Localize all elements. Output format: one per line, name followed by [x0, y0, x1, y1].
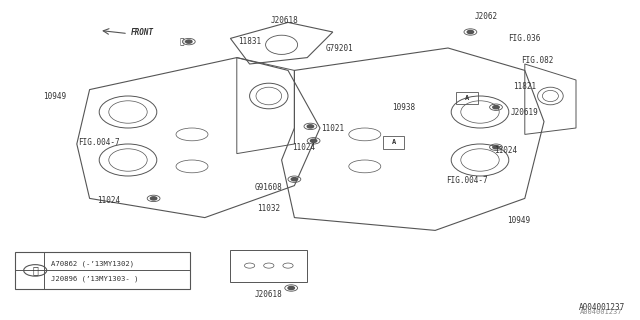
Text: A: A — [465, 95, 469, 100]
Text: ①: ① — [32, 265, 38, 276]
Text: 11024: 11024 — [292, 143, 316, 152]
Circle shape — [493, 106, 499, 109]
Text: G79201: G79201 — [325, 44, 353, 52]
Circle shape — [150, 197, 157, 200]
Circle shape — [291, 178, 298, 181]
Text: 10949: 10949 — [43, 92, 66, 100]
Text: A004001237: A004001237 — [580, 309, 623, 315]
Text: FIG.004-7: FIG.004-7 — [78, 138, 120, 147]
Text: FIG.082: FIG.082 — [522, 56, 554, 65]
Circle shape — [493, 146, 499, 149]
Text: FIG.036: FIG.036 — [509, 34, 541, 43]
Text: 11032: 11032 — [257, 204, 280, 212]
Text: A004001237: A004001237 — [579, 303, 625, 312]
Text: A70862 (-’13MY1302): A70862 (-’13MY1302) — [51, 261, 134, 267]
Circle shape — [307, 125, 314, 128]
Text: J20618: J20618 — [271, 16, 299, 25]
Text: 11821: 11821 — [513, 82, 536, 91]
Text: 11021: 11021 — [321, 124, 344, 132]
Text: J2062: J2062 — [475, 12, 498, 20]
Text: A: A — [392, 140, 396, 145]
Text: FRONT: FRONT — [131, 28, 154, 37]
Circle shape — [288, 286, 294, 290]
Text: 10949: 10949 — [507, 216, 530, 225]
Text: 11024: 11024 — [494, 146, 517, 155]
Circle shape — [467, 30, 474, 34]
Text: J20619: J20619 — [511, 108, 539, 116]
Text: G91608: G91608 — [255, 183, 283, 192]
Circle shape — [310, 139, 317, 142]
Text: 11024: 11024 — [97, 196, 120, 204]
Text: 10938: 10938 — [392, 103, 415, 112]
Text: ①: ① — [180, 37, 185, 46]
Circle shape — [186, 40, 192, 43]
Text: FIG.004-7: FIG.004-7 — [446, 176, 488, 185]
Text: 11831: 11831 — [238, 37, 261, 46]
Text: J20618: J20618 — [255, 290, 283, 299]
Text: J20896 (’13MY1303- ): J20896 (’13MY1303- ) — [51, 276, 139, 282]
